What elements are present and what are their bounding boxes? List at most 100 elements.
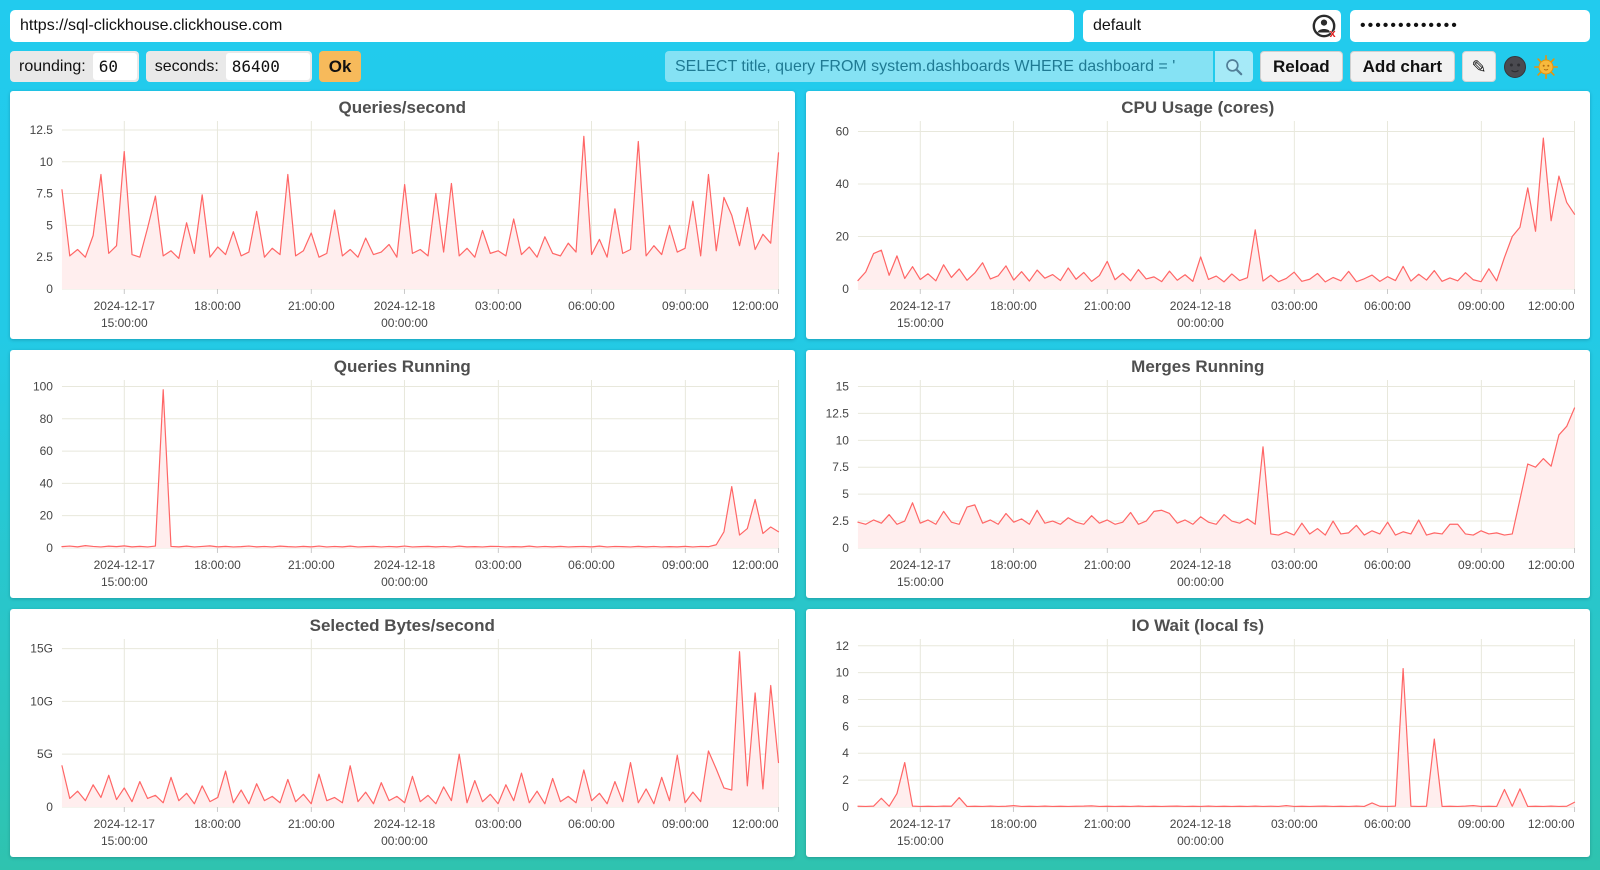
- svg-text:2024-12-18: 2024-12-18: [1169, 558, 1231, 572]
- svg-text:0: 0: [46, 282, 53, 296]
- url-input[interactable]: [10, 10, 1074, 42]
- svg-text:2: 2: [842, 773, 849, 787]
- svg-text:10: 10: [835, 666, 849, 680]
- svg-text:21:00:00: 21:00:00: [1083, 299, 1130, 313]
- chart-plot[interactable]: 0 2.5 5 7.5 10 12.5 2024-12-17 15:00:00 18:00:00…: [10, 91, 795, 339]
- charts-grid: Queries/second 0 2.5 5 7.5 10 12.5 2024-12-17 1…: [10, 91, 1590, 857]
- svg-text:6: 6: [842, 719, 849, 733]
- chart-plot[interactable]: 0 20 40 60 80 100 2024-12-17 15:00:00 18:00:00 21…: [10, 350, 795, 598]
- svg-text:15:00:00: 15:00:00: [101, 575, 148, 589]
- svg-text:21:00:00: 21:00:00: [1083, 817, 1130, 831]
- chart-panel-merges-running: Merges Running 0 2.5 5 7.5 10 12.5 15 2024-12-1…: [805, 350, 1591, 598]
- svg-text:20: 20: [835, 229, 849, 243]
- ok-button[interactable]: Ok: [318, 51, 362, 82]
- svg-text:09:00:00: 09:00:00: [1458, 817, 1505, 831]
- seconds-input[interactable]: [225, 53, 310, 80]
- svg-text:80: 80: [40, 412, 54, 426]
- svg-text:06:00:00: 06:00:00: [568, 299, 615, 313]
- svg-text:2024-12-17: 2024-12-17: [94, 558, 156, 572]
- svg-text:0: 0: [842, 800, 849, 814]
- dashboard-query-input[interactable]: [664, 51, 1213, 82]
- chart-plot[interactable]: 0 2 4 6 8 10 12 2024-12-17 15:00:00 18:00:00 21:00…: [806, 609, 1591, 857]
- svg-text:7.5: 7.5: [832, 460, 849, 474]
- svg-text:18:00:00: 18:00:00: [990, 817, 1037, 831]
- light-theme-sun-icon[interactable]: [1534, 54, 1558, 79]
- svg-text:40: 40: [40, 476, 54, 490]
- reload-button[interactable]: Reload: [1259, 51, 1343, 82]
- svg-text:06:00:00: 06:00:00: [568, 558, 615, 572]
- svg-text:18:00:00: 18:00:00: [194, 299, 241, 313]
- svg-text:40: 40: [835, 177, 849, 191]
- svg-text:06:00:00: 06:00:00: [568, 817, 615, 831]
- svg-text:0: 0: [842, 282, 849, 296]
- chart-plot[interactable]: 0 20 40 60 2024-12-17 15:00:00 18:00:00 21:00:0…: [806, 91, 1591, 339]
- svg-text:18:00:00: 18:00:00: [990, 558, 1037, 572]
- rounding-input[interactable]: [92, 53, 137, 80]
- search-icon: [1226, 58, 1243, 75]
- svg-text:2024-12-17: 2024-12-17: [889, 299, 951, 313]
- chart-plot[interactable]: 0 5G 10G 15G 2024-12-17 15:00:00 18:00:00 21:00…: [10, 609, 795, 857]
- svg-text:2024-12-17: 2024-12-17: [94, 299, 156, 313]
- svg-text:0: 0: [46, 541, 53, 555]
- svg-text:21:00:00: 21:00:00: [288, 299, 335, 313]
- seconds-label: seconds:: [154, 57, 219, 75]
- pencil-icon: ✎: [1471, 56, 1487, 77]
- svg-text:00:00:00: 00:00:00: [1177, 575, 1224, 589]
- svg-text:03:00:00: 03:00:00: [1271, 817, 1318, 831]
- svg-text:15:00:00: 15:00:00: [101, 834, 148, 848]
- search-button[interactable]: [1214, 51, 1253, 82]
- svg-text:18:00:00: 18:00:00: [194, 558, 241, 572]
- user-input[interactable]: [1083, 10, 1341, 42]
- svg-text:00:00:00: 00:00:00: [381, 575, 428, 589]
- rounding-group: rounding:: [10, 51, 139, 82]
- svg-text:12:00:00: 12:00:00: [1527, 558, 1574, 572]
- svg-text:20: 20: [40, 509, 54, 523]
- seconds-group: seconds:: [145, 51, 312, 82]
- svg-text:03:00:00: 03:00:00: [475, 817, 522, 831]
- user-field-wrap: x: [1083, 10, 1341, 42]
- user-auth-failed-icon: x: [1312, 14, 1336, 38]
- password-input[interactable]: [1350, 10, 1590, 42]
- svg-text:12.5: 12.5: [825, 406, 849, 420]
- svg-text:60: 60: [835, 125, 849, 139]
- svg-text:2024-12-18: 2024-12-18: [374, 817, 436, 831]
- svg-text:10G: 10G: [30, 694, 53, 708]
- svg-text:15:00:00: 15:00:00: [896, 316, 943, 330]
- dark-theme-moon-icon[interactable]: [1503, 55, 1527, 79]
- svg-text:15G: 15G: [30, 642, 53, 656]
- svg-text:06:00:00: 06:00:00: [1364, 299, 1411, 313]
- svg-text:0: 0: [842, 541, 849, 555]
- svg-text:100: 100: [33, 380, 53, 394]
- svg-text:09:00:00: 09:00:00: [1458, 299, 1505, 313]
- svg-text:12:00:00: 12:00:00: [732, 558, 779, 572]
- svg-text:21:00:00: 21:00:00: [288, 558, 335, 572]
- add-chart-button[interactable]: Add chart: [1349, 51, 1455, 82]
- chart-panel-cpu-usage: CPU Usage (cores) 0 20 40 60 2024-12-17 15:00…: [805, 91, 1591, 339]
- svg-text:12:00:00: 12:00:00: [1527, 817, 1574, 831]
- svg-text:03:00:00: 03:00:00: [1271, 558, 1318, 572]
- svg-text:12:00:00: 12:00:00: [1527, 299, 1574, 313]
- chart-plot[interactable]: 0 2.5 5 7.5 10 12.5 15 2024-12-17 15:00:00 18:00:…: [806, 350, 1591, 598]
- chart-panel-io-wait: IO Wait (local fs) 0 2 4 6 8 10 12 2024-12-17 15…: [805, 609, 1591, 857]
- svg-text:03:00:00: 03:00:00: [475, 558, 522, 572]
- svg-text:2024-12-17: 2024-12-17: [889, 817, 951, 831]
- svg-text:09:00:00: 09:00:00: [662, 299, 709, 313]
- svg-text:15:00:00: 15:00:00: [101, 316, 148, 330]
- svg-text:10: 10: [835, 433, 849, 447]
- svg-text:5: 5: [842, 487, 849, 501]
- svg-text:5: 5: [46, 218, 53, 232]
- svg-text:2024-12-18: 2024-12-18: [1169, 817, 1231, 831]
- svg-text:12.5: 12.5: [30, 123, 54, 137]
- svg-text:0: 0: [46, 800, 53, 814]
- svg-text:2024-12-18: 2024-12-18: [374, 299, 436, 313]
- svg-text:06:00:00: 06:00:00: [1364, 817, 1411, 831]
- svg-text:00:00:00: 00:00:00: [1177, 316, 1224, 330]
- svg-text:00:00:00: 00:00:00: [381, 316, 428, 330]
- edit-button[interactable]: ✎: [1462, 51, 1496, 82]
- svg-text:18:00:00: 18:00:00: [990, 299, 1037, 313]
- chart-panel-selected-bytes-per-second: Selected Bytes/second 0 5G 10G 15G 2024-12-1…: [10, 609, 795, 857]
- svg-text:60: 60: [40, 444, 54, 458]
- svg-text:2024-12-18: 2024-12-18: [1169, 299, 1231, 313]
- chart-panel-queries-per-second: Queries/second 0 2.5 5 7.5 10 12.5 2024-12-17 1…: [10, 91, 795, 339]
- svg-text:15:00:00: 15:00:00: [896, 834, 943, 848]
